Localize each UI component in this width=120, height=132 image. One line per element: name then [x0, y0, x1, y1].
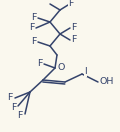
Text: F: F — [31, 37, 36, 46]
Text: O: O — [57, 62, 64, 72]
Text: F: F — [18, 110, 23, 119]
Text: F: F — [29, 23, 34, 32]
Text: F: F — [71, 22, 76, 32]
Text: F: F — [31, 13, 36, 22]
Text: F: F — [71, 36, 76, 44]
Text: OH: OH — [99, 77, 113, 86]
Text: F: F — [68, 0, 73, 8]
Text: F: F — [46, 0, 52, 2]
Text: F: F — [8, 93, 13, 102]
Text: I: I — [84, 67, 87, 77]
Text: F: F — [38, 58, 43, 67]
Text: F: F — [11, 103, 16, 112]
